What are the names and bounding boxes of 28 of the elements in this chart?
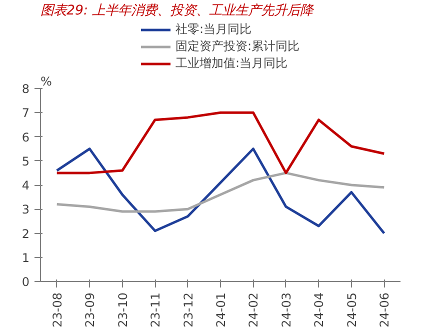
y-tick-label: 1	[22, 250, 30, 265]
legend-label: 固定资产投资:累计同比	[175, 38, 300, 55]
line-series	[56, 111, 386, 174]
y-tick-label: 0	[22, 275, 30, 289]
x-tick-label: 24-03	[279, 292, 294, 328]
x-tick-label: 24-01	[214, 292, 228, 328]
x-tick-label: 24-04	[312, 292, 326, 328]
x-tick-label: 23-08	[50, 292, 64, 328]
x-tick-label: 24-06	[378, 292, 392, 328]
x-tick-label: 23-10	[116, 292, 130, 328]
x-tick-label: 24-05	[344, 292, 359, 328]
chart-title: 图表29: 上半年消费、投资、工业生产先升后降	[40, 2, 316, 18]
legend-label: 工业增加值:当月同比	[175, 55, 288, 72]
y-axis-title: %	[40, 74, 52, 88]
line-series	[56, 172, 386, 213]
x-tick-label: 24-02	[246, 292, 261, 328]
y-tick-label: 2	[22, 226, 30, 241]
y-tick-label: 5	[22, 154, 30, 168]
x-tick-label: 23-12	[181, 292, 196, 328]
legend-label: 社零:当月同比	[175, 21, 252, 38]
y-tick-label: 7	[22, 106, 30, 120]
y-tick-label: 6	[22, 130, 30, 144]
y-tick-label: 3	[22, 202, 30, 217]
y-tick-label: 4	[22, 178, 30, 192]
x-tick-label: 23-09	[83, 292, 98, 328]
x-tick-label: 23-11	[148, 292, 163, 328]
y-tick-label: 8	[22, 82, 30, 96]
line-series	[56, 148, 386, 234]
